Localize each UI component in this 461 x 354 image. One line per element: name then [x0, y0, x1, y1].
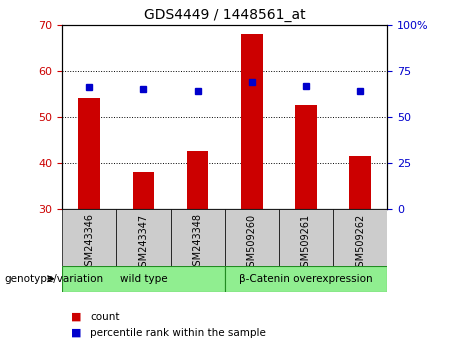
Bar	[241, 34, 263, 209]
Text: wild type: wild type	[120, 274, 167, 284]
Bar	[62, 266, 225, 292]
Bar	[349, 156, 371, 209]
Bar	[225, 209, 279, 266]
Text: GSM509261: GSM509261	[301, 213, 311, 273]
Bar	[333, 209, 387, 266]
Text: ■: ■	[71, 312, 82, 322]
Text: GSM509262: GSM509262	[355, 213, 365, 273]
Text: GSM243348: GSM243348	[193, 213, 203, 272]
Text: genotype/variation: genotype/variation	[5, 274, 104, 284]
Bar	[279, 209, 333, 266]
Text: β-Catenin overexpression: β-Catenin overexpression	[239, 274, 373, 284]
Title: GDS4449 / 1448561_at: GDS4449 / 1448561_at	[144, 8, 306, 22]
Text: count: count	[90, 312, 119, 322]
Text: ■: ■	[71, 328, 82, 338]
Bar	[187, 152, 208, 209]
Bar	[171, 209, 225, 266]
Bar	[133, 172, 154, 209]
Bar	[116, 209, 171, 266]
Text: GSM509260: GSM509260	[247, 213, 257, 273]
Text: percentile rank within the sample: percentile rank within the sample	[90, 328, 266, 338]
Bar	[295, 105, 317, 209]
Bar	[225, 266, 387, 292]
Bar	[62, 209, 116, 266]
Text: GSM243346: GSM243346	[84, 213, 95, 272]
Text: GSM243347: GSM243347	[138, 213, 148, 273]
Bar	[78, 98, 100, 209]
